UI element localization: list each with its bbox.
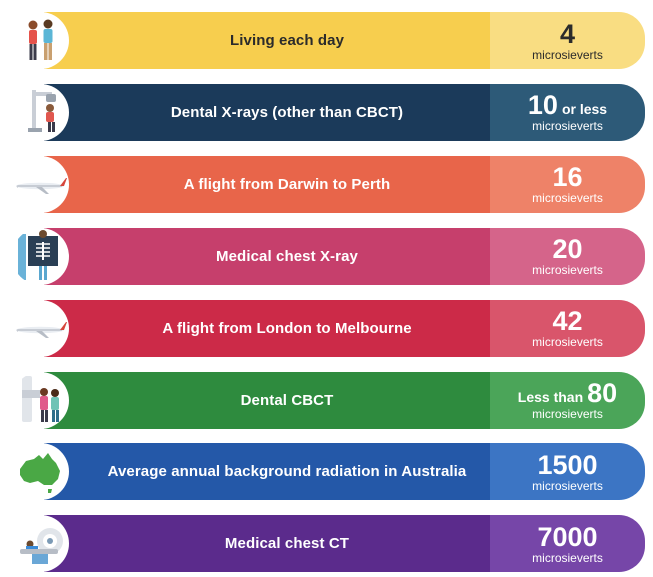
bar-label: Medical chest X-ray <box>44 227 490 285</box>
bar: A flight from London to Melbourne 42 micro… <box>44 299 645 357</box>
value-number: 80 <box>587 378 618 408</box>
bar-value: 20 microsieverts <box>490 227 645 285</box>
bar-row: Medical chest X-ray 20 microsieverts <box>4 227 645 285</box>
bar: Medical chest X-ray 20 microsieverts <box>44 227 645 285</box>
bar-row: Living each day 4 microsieverts <box>4 12 645 69</box>
cbct-icon <box>12 371 69 429</box>
bar-row: Dental CBCT Less than 80 microsieverts <box>4 371 645 429</box>
bar-row: A flight from Darwin to Perth 16 microsiev… <box>4 155 645 213</box>
bar-value: 42 microsieverts <box>490 299 645 357</box>
value-unit: microsieverts <box>532 335 603 350</box>
australia-map-icon <box>12 443 69 501</box>
bar-label: A flight from London to Melbourne <box>44 299 490 357</box>
value-unit: microsieverts <box>532 478 603 493</box>
bar-row: Average annual background radiation in A… <box>4 443 645 501</box>
value-number: 4 <box>559 18 576 49</box>
bar-label: Living each day <box>44 12 490 69</box>
bar-row: Medical chest CT 7000 microsieverts <box>4 515 645 573</box>
value-number: 16 <box>552 162 583 193</box>
bar-value: 1500 microsieverts <box>490 443 645 501</box>
value-unit: microsieverts <box>532 407 603 421</box>
bar-label: Dental CBCT <box>44 371 490 429</box>
airplane-icon <box>12 299 69 357</box>
value-unit: microsieverts <box>532 263 603 278</box>
bar: Living each day 4 microsieverts <box>44 12 645 69</box>
bar: Average annual background radiation in A… <box>44 443 645 501</box>
bar: Dental X-rays (other than CBCT) 10 or less… <box>44 83 645 141</box>
bar: A flight from Darwin to Perth 16 microsiev… <box>44 155 645 213</box>
bar: Medical chest CT 7000 microsieverts <box>44 515 645 573</box>
bar-value: 7000 microsieverts <box>490 515 645 573</box>
airplane-icon <box>12 155 69 213</box>
chest-xray-icon <box>12 227 69 285</box>
bar-value: Less than 80 microsieverts <box>490 371 645 429</box>
ct-scanner-icon <box>12 515 69 573</box>
bar-row: Dental X-rays (other than CBCT) 10 or less… <box>4 83 645 141</box>
bar-row: A flight from London to Melbourne 42 micro… <box>4 299 645 357</box>
people-icon <box>12 12 69 69</box>
bar-value: 10 or less microsieverts <box>490 83 645 141</box>
value-unit: microsieverts <box>532 550 603 565</box>
bar-label: Dental X-rays (other than CBCT) <box>44 83 490 141</box>
value-prefix: Less than <box>517 389 584 405</box>
bar-value: 16 microsieverts <box>490 155 645 213</box>
bar-label: Medical chest CT <box>44 515 490 573</box>
value-unit: microsieverts <box>532 191 603 206</box>
value-number: 20 <box>552 234 583 265</box>
bar-label: A flight from Darwin to Perth <box>44 155 490 213</box>
bar: Dental CBCT Less than 80 microsieverts <box>44 371 645 429</box>
value-suffix: or less <box>561 101 608 118</box>
value-number: 10 <box>527 90 558 121</box>
value-number: 42 <box>552 306 583 337</box>
value-unit: microsieverts <box>532 47 603 62</box>
value-number: 1500 <box>537 449 598 480</box>
value-number: 7000 <box>537 521 598 552</box>
dental-xray-icon <box>12 83 69 141</box>
bar-value: 4 microsieverts <box>490 12 645 69</box>
bar-label: Average annual background radiation in A… <box>44 443 490 501</box>
value-unit: microsieverts <box>532 119 603 134</box>
